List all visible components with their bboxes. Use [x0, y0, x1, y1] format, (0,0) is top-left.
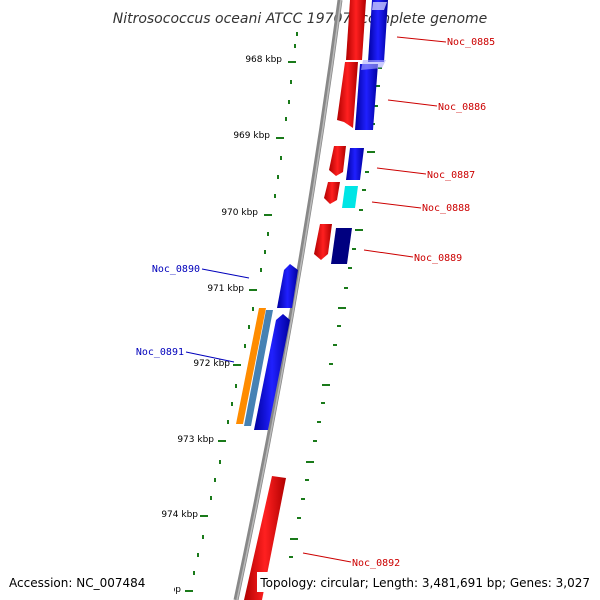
tick-label-969: 969 kbp — [233, 131, 270, 141]
tick-label-973: 973 kbp — [177, 435, 214, 445]
gene-noc-0891-blue[interactable] — [254, 314, 290, 430]
gene-noc-0887-red[interactable] — [329, 146, 346, 176]
tick-label-968: 968 kbp — [245, 55, 282, 65]
gene-noc-0890-blue[interactable] — [277, 264, 298, 308]
gene-label-noc-0888[interactable]: Noc_0888 — [422, 203, 470, 214]
gene-noc-0885-red[interactable] — [346, 0, 366, 60]
gene-label-noc-0891[interactable]: Noc_0891 — [136, 347, 184, 358]
genome-backbone-highlight — [236, 0, 342, 600]
footer-summary-bg — [257, 572, 597, 592]
gene-leaders — [185, 36, 447, 563]
gene-noc-0891-steel[interactable] — [244, 310, 273, 426]
gene-label-noc-0889[interactable]: Noc_0889 — [414, 253, 462, 264]
gene-labels: Noc_0885 Noc_0886 Noc_0887 Noc_0888 Noc_… — [136, 37, 495, 569]
gene-noc-0888-red[interactable] — [324, 182, 340, 204]
gene-features — [236, 0, 388, 600]
gene-noc-0889-red[interactable] — [314, 224, 332, 260]
gene-noc-0888-cyan[interactable] — [342, 186, 358, 208]
gene-noc-0891-orange[interactable] — [236, 308, 266, 424]
gene-noc-0886-blue[interactable] — [355, 64, 378, 130]
gene-label-noc-0885[interactable]: Noc_0885 — [447, 37, 495, 48]
tick-label-970: 970 kbp — [221, 208, 258, 218]
footer-accession-bg — [4, 572, 174, 592]
gene-noc-0889-navy[interactable] — [331, 228, 352, 264]
gene-noc-0886-red[interactable] — [337, 62, 358, 128]
gene-label-noc-0886[interactable]: Noc_0886 — [438, 102, 486, 113]
gene-label-noc-0892[interactable]: Noc_0892 — [352, 558, 400, 569]
tick-label-971: 971 kbp — [207, 284, 244, 294]
gene-noc-0885-tip — [372, 2, 387, 10]
footer-summary: Topology: circular; Length: 3,481,691 bp… — [259, 576, 590, 590]
genome-backbone — [233, 0, 343, 600]
gene-noc-0886-overlap — [361, 60, 386, 70]
gene-noc-0892-red[interactable] — [244, 476, 286, 600]
gene-noc-0885-blue[interactable] — [368, 0, 388, 62]
tick-label-974: 974 kbp — [161, 510, 198, 520]
gene-noc-0887-blue[interactable] — [346, 148, 364, 180]
tick-dashes-right — [289, 67, 382, 558]
gene-label-noc-0890[interactable]: Noc_0890 — [152, 264, 200, 275]
gene-label-noc-0887[interactable]: Noc_0887 — [427, 170, 475, 181]
footer-accession: Accession: NC_007484 — [9, 576, 145, 590]
tick-label-972: 972 kbp — [193, 359, 230, 369]
tick-dots-left — [185, 32, 298, 592]
map-title: Nitrosococcus oceani ATCC 19707, complet… — [113, 11, 488, 27]
